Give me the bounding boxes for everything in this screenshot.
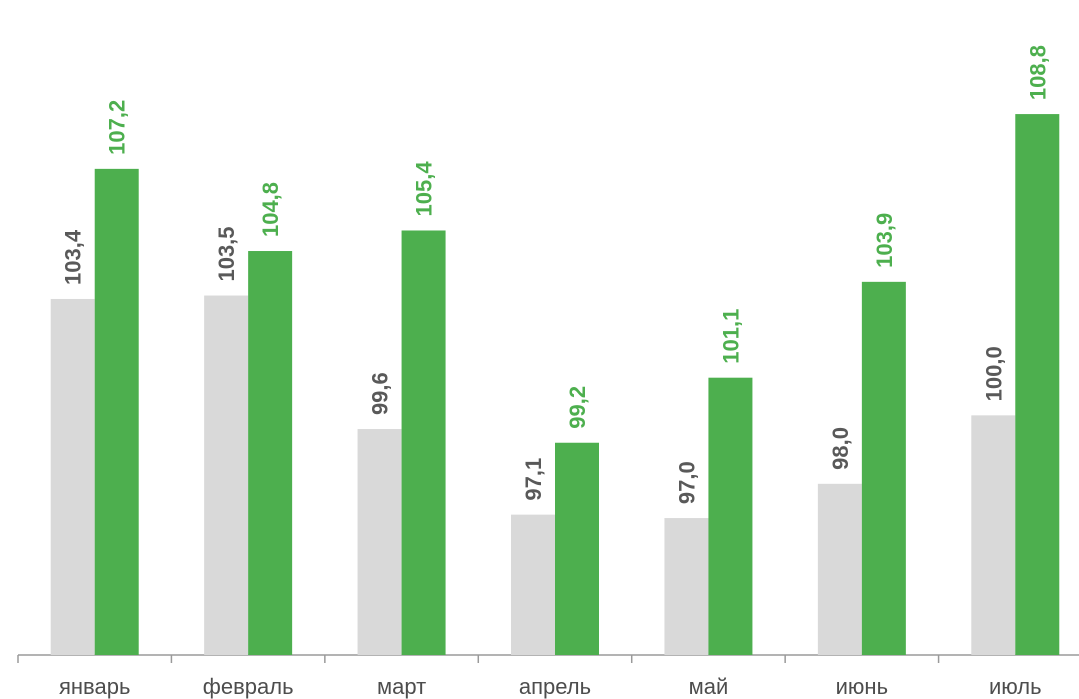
bar-series-2: [248, 251, 293, 655]
bar-series-2: [94, 168, 139, 655]
data-label-series-2: 103,9: [872, 213, 897, 268]
data-label-series-2: 104,8: [258, 182, 283, 237]
data-label-series-1: 98,0: [828, 427, 853, 470]
data-label-series-2: 99,2: [565, 386, 590, 429]
category-label: февраль: [203, 674, 294, 699]
data-label-series-2: 101,1: [718, 309, 743, 364]
data-label-series-1: 99,6: [368, 372, 393, 415]
category-label: апрель: [519, 674, 591, 699]
category-labels-group: январь февраль март апрель май июнь июль: [59, 674, 1042, 699]
data-label-series-2: 108,8: [1025, 45, 1050, 100]
category-label: май: [689, 674, 729, 699]
bar-series-1: [204, 295, 249, 655]
x-axis-ticks: [17, 655, 940, 663]
bar-series-1: [50, 298, 95, 655]
data-label-series-1: 97,1: [521, 458, 546, 501]
category-label: июнь: [836, 674, 888, 699]
bar-series-1: [357, 429, 402, 655]
data-label-series-2: 107,2: [105, 100, 130, 155]
value-labels-group: 103,4 107,2 103,5 104,8 99,6 105,4 97,1 99,2 97,…: [61, 45, 1051, 504]
data-label-series-1: 103,5: [214, 226, 239, 281]
bar-series-1: [971, 415, 1016, 655]
bar-series-2: [861, 281, 906, 655]
bar-series-2: [1015, 114, 1060, 656]
bar-series-1: [817, 483, 862, 655]
bar-series-2: [708, 377, 753, 655]
category-label: март: [377, 674, 426, 699]
bar-series-1: [664, 518, 709, 655]
bars-group: [50, 114, 1060, 656]
category-label: июль: [989, 674, 1042, 699]
data-label-series-1: 97,0: [674, 461, 699, 504]
category-label: январь: [59, 674, 130, 699]
data-label-series-1: 103,4: [61, 229, 86, 285]
data-label-series-2: 105,4: [412, 161, 437, 217]
bar-series-1: [511, 514, 555, 655]
data-label-series-1: 100,0: [981, 346, 1006, 401]
bar-series-2: [401, 230, 446, 655]
bar-series-2: [555, 442, 599, 655]
